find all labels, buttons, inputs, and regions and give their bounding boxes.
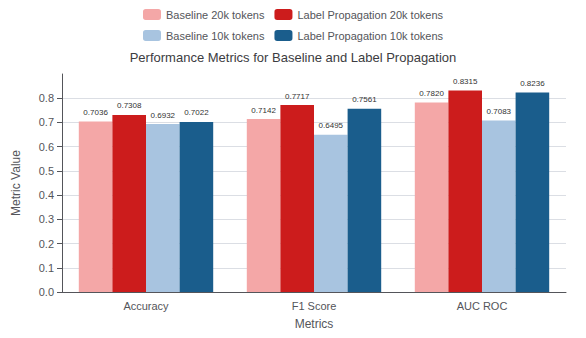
- svg-text:0.5: 0.5: [39, 165, 54, 177]
- svg-text:Baseline 20k tokens: Baseline 20k tokens: [166, 9, 265, 21]
- svg-text:F1 Score: F1 Score: [292, 300, 337, 312]
- svg-text:0.2: 0.2: [39, 238, 54, 250]
- svg-text:0.8315: 0.8315: [453, 77, 478, 86]
- svg-text:0.7717: 0.7717: [285, 92, 310, 101]
- svg-text:0.0: 0.0: [39, 286, 54, 298]
- svg-text:0.7036: 0.7036: [83, 108, 108, 117]
- svg-text:0.7022: 0.7022: [184, 108, 209, 117]
- svg-text:0.6: 0.6: [39, 141, 54, 153]
- svg-text:0.7: 0.7: [39, 116, 54, 128]
- svg-text:0.7308: 0.7308: [117, 101, 142, 110]
- svg-text:0.1: 0.1: [39, 262, 54, 274]
- svg-text:0.7083: 0.7083: [487, 107, 512, 116]
- svg-text:0.6932: 0.6932: [151, 111, 176, 120]
- svg-text:0.6495: 0.6495: [319, 121, 344, 130]
- svg-text:Metric Value: Metric Value: [9, 150, 23, 216]
- svg-text:Label Propagation 10k tokens: Label Propagation 10k tokens: [297, 30, 443, 42]
- svg-text:Baseline 10k tokens: Baseline 10k tokens: [166, 30, 265, 42]
- svg-text:0.3: 0.3: [39, 213, 54, 225]
- svg-text:Label Propagation 20k tokens: Label Propagation 20k tokens: [297, 9, 443, 21]
- svg-text:0.7142: 0.7142: [251, 106, 276, 115]
- svg-text:0.8236: 0.8236: [520, 79, 545, 88]
- svg-text:0.8: 0.8: [39, 92, 54, 104]
- svg-text:Performance Metrics for Baseli: Performance Metrics for Baseline and Lab…: [130, 50, 457, 65]
- svg-text:0.7820: 0.7820: [419, 89, 444, 98]
- svg-text:0.4: 0.4: [39, 189, 54, 201]
- svg-text:0.7561: 0.7561: [352, 95, 377, 104]
- svg-text:AUC ROC: AUC ROC: [457, 300, 508, 312]
- svg-text:Metrics: Metrics: [295, 317, 334, 331]
- svg-text:Accuracy: Accuracy: [123, 300, 169, 312]
